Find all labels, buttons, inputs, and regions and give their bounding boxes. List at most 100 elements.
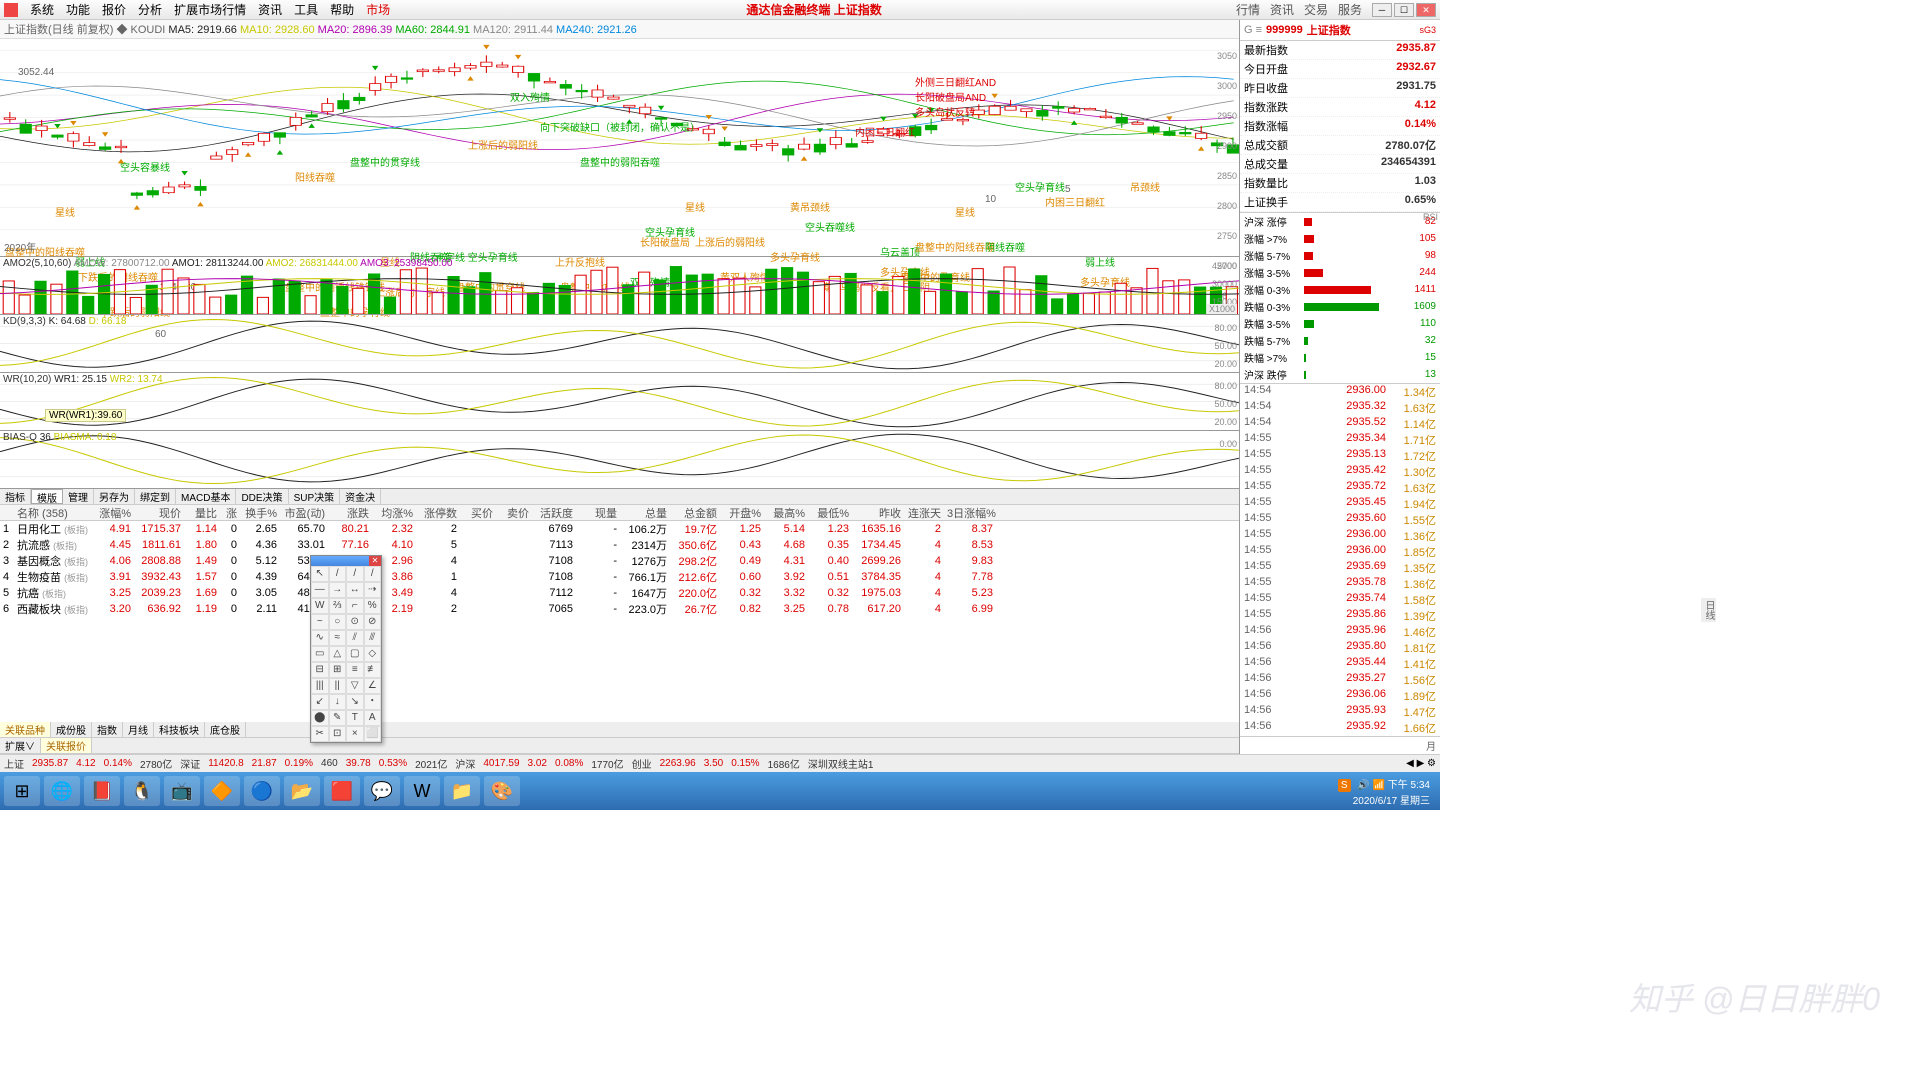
atab2-关联报价[interactable]: 关联报价 — [41, 738, 92, 753]
table-row[interactable]: 3基因概念 (板指)4.062808.881.4905.1253.62109.6… — [0, 553, 1239, 569]
tab-另存为[interactable]: 另存为 — [94, 489, 135, 504]
menu-资讯[interactable]: 资讯 — [252, 3, 288, 17]
menu-报价[interactable]: 报价 — [96, 3, 132, 17]
wr-panel[interactable]: WR(10,20) WR1: 25.15 WR2: 13.74 WR(WR1):… — [0, 373, 1239, 431]
tool-▽[interactable]: ▽ — [346, 678, 364, 694]
table-row[interactable]: 5抗癌 (板指)3.252039.231.6903.0548.4964.203.… — [0, 585, 1239, 601]
tool-↘[interactable]: ↘ — [346, 694, 364, 710]
tool-△[interactable]: △ — [329, 646, 347, 662]
tool-A[interactable]: A — [364, 710, 382, 726]
tab-服务[interactable]: 服务 — [1334, 1, 1366, 18]
tab-SUP决策[interactable]: SUP决策 — [289, 489, 341, 504]
tool-W[interactable]: W — [311, 598, 329, 614]
tool-⇢[interactable]: ⇢ — [364, 582, 382, 598]
task-icon-12[interactable]: 🎨 — [484, 776, 520, 806]
indicator-tabs[interactable]: 指标模版管理另存为绑定到MACD基本DDE决策SUP决策资金决 — [0, 489, 1239, 505]
tool-↓[interactable]: ↓ — [329, 694, 347, 710]
tool-◇[interactable]: ◇ — [364, 646, 382, 662]
tool-⊘[interactable]: ⊘ — [364, 614, 382, 630]
tool-≈[interactable]: ≈ — [329, 630, 347, 646]
tab-资金决[interactable]: 资金决 — [340, 489, 381, 504]
tool-—[interactable]: — — [311, 582, 329, 598]
atab-月线[interactable]: 月线 — [123, 722, 154, 737]
task-icon-11[interactable]: 📁 — [444, 776, 480, 806]
task-icon-1[interactable]: 🌐 — [44, 776, 80, 806]
maximize-button[interactable]: ☐ — [1394, 3, 1414, 17]
atab-关联品种[interactable]: 关联品种 — [0, 722, 51, 737]
atab-指数[interactable]: 指数 — [92, 722, 123, 737]
tool-▢[interactable]: ▢ — [346, 646, 364, 662]
tool-⫻[interactable]: ⫻ — [364, 630, 382, 646]
tool-||[interactable]: || — [329, 678, 347, 694]
tool-↔[interactable]: ↔ — [346, 582, 364, 598]
tool-×[interactable]: × — [346, 726, 364, 742]
tool-|||[interactable]: ||| — [311, 678, 329, 694]
minimize-button[interactable]: ─ — [1372, 3, 1392, 17]
assoc-tabs2[interactable]: 扩展∨关联报价 — [0, 738, 1239, 754]
task-icon-10[interactable]: W — [404, 776, 440, 806]
tab-交易[interactable]: 交易 — [1300, 1, 1332, 18]
assoc-tabs[interactable]: 关联品种成份股指数月线科技板块底仓股 — [0, 722, 1239, 738]
tool-⊡[interactable]: ⊡ — [329, 726, 347, 742]
table-row[interactable]: 6西藏板块 (板指)3.20636.921.1902.1141.7519.722… — [0, 601, 1239, 617]
sector-table[interactable]: 名称 (358)涨幅%现价量比涨换手%市盈(动)涨跌均涨%涨停数买价卖价活跃度现… — [0, 505, 1239, 722]
tool-✂[interactable]: ✂ — [311, 726, 329, 742]
kd-panel[interactable]: KD(9,3,3) K: 64.68 D: 66.18 80.0050.0020… — [0, 315, 1239, 373]
tool-⌐[interactable]: ⌐ — [346, 598, 364, 614]
tool-⅔[interactable]: ⅔ — [329, 598, 347, 614]
tool-○[interactable]: ○ — [329, 614, 347, 630]
tick-list[interactable]: 14:542936.001.34亿14:542935.321.63亿14:542… — [1240, 384, 1440, 736]
tool-∿[interactable]: ∿ — [311, 630, 329, 646]
task-icon-5[interactable]: 🔶 — [204, 776, 240, 806]
tool-⬤[interactable]: ⬤ — [311, 710, 329, 726]
tab-管理[interactable]: 管理 — [63, 489, 94, 504]
task-icon-2[interactable]: 📕 — [84, 776, 120, 806]
tool-↙[interactable]: ↙ — [311, 694, 329, 710]
task-icon-6[interactable]: 🔵 — [244, 776, 280, 806]
tool-~[interactable]: ~ — [311, 614, 329, 630]
tool-/[interactable]: / — [346, 566, 364, 582]
task-icon-7[interactable]: 📂 — [284, 776, 320, 806]
menu-功能[interactable]: 功能 — [60, 3, 96, 17]
atab2-扩展∨[interactable]: 扩展∨ — [0, 738, 41, 753]
menu-分析[interactable]: 分析 — [132, 3, 168, 17]
tab-指标[interactable]: 指标 — [0, 489, 31, 504]
tab-MACD基本[interactable]: MACD基本 — [176, 489, 236, 504]
close-button[interactable]: ✕ — [1416, 3, 1436, 17]
task-icon-9[interactable]: 💬 — [364, 776, 400, 806]
table-row[interactable]: 2抗流感 (板指)4.451811.611.8004.3633.0177.164… — [0, 537, 1239, 553]
tool-T[interactable]: T — [346, 710, 364, 726]
tab-资讯[interactable]: 资讯 — [1266, 1, 1298, 18]
atab-科技板块[interactable]: 科技板块 — [154, 722, 205, 737]
tool-∠[interactable]: ∠ — [364, 678, 382, 694]
menu-工具[interactable]: 工具 — [288, 3, 324, 17]
menu-market[interactable]: 市场 — [360, 1, 396, 18]
bias-panel[interactable]: BIAS-Q 36 BIASMA: 0.18 0.00 — [0, 431, 1239, 489]
tool-⊞[interactable]: ⊞ — [329, 662, 347, 678]
toolbar-close[interactable]: ✕ — [369, 556, 381, 566]
tool-≢[interactable]: ≢ — [364, 662, 382, 678]
menu-扩展市场行情[interactable]: 扩展市场行情 — [168, 3, 252, 17]
tool-↖[interactable]: ↖ — [311, 566, 329, 582]
task-icon-3[interactable]: 🐧 — [124, 776, 160, 806]
menu-帮助[interactable]: 帮助 — [324, 3, 360, 17]
tool-⬜[interactable]: ⬜ — [364, 726, 382, 742]
tool-≡[interactable]: ≡ — [346, 662, 364, 678]
candlestick-chart[interactable]: 空头容暴线星线盘整中的阳线吞噬弱上线下跌后的阴线吞噬下跌后的弱阳线60阳线吞噬盘… — [0, 39, 1239, 257]
tool-/[interactable]: / — [329, 566, 347, 582]
task-icon-4[interactable]: 📺 — [164, 776, 200, 806]
tool-⊙[interactable]: ⊙ — [346, 614, 364, 630]
amo-panel[interactable]: AMO2(5,10,60) AMOW: 27800712.00 AMO1: 28… — [0, 257, 1239, 315]
tool-/[interactable]: / — [364, 566, 382, 582]
tab-绑定到[interactable]: 绑定到 — [135, 489, 176, 504]
table-row[interactable]: 4生物疫苗 (板指)3.913932.431.5704.3964.13148.0… — [0, 569, 1239, 585]
atab-底仓股[interactable]: 底仓股 — [205, 722, 246, 737]
dayline-tab[interactable]: 日线 — [1701, 598, 1716, 622]
tool-→[interactable]: → — [329, 582, 347, 598]
tool-・[interactable]: ・ — [364, 694, 382, 710]
tool-✎[interactable]: ✎ — [329, 710, 347, 726]
tool-⫽[interactable]: ⫽ — [346, 630, 364, 646]
table-row[interactable]: 1日用化工 (板指)4.911715.371.1402.6565.7080.21… — [0, 521, 1239, 537]
tab-模版[interactable]: 模版 — [31, 489, 63, 504]
tab-行情[interactable]: 行情 — [1232, 1, 1264, 18]
